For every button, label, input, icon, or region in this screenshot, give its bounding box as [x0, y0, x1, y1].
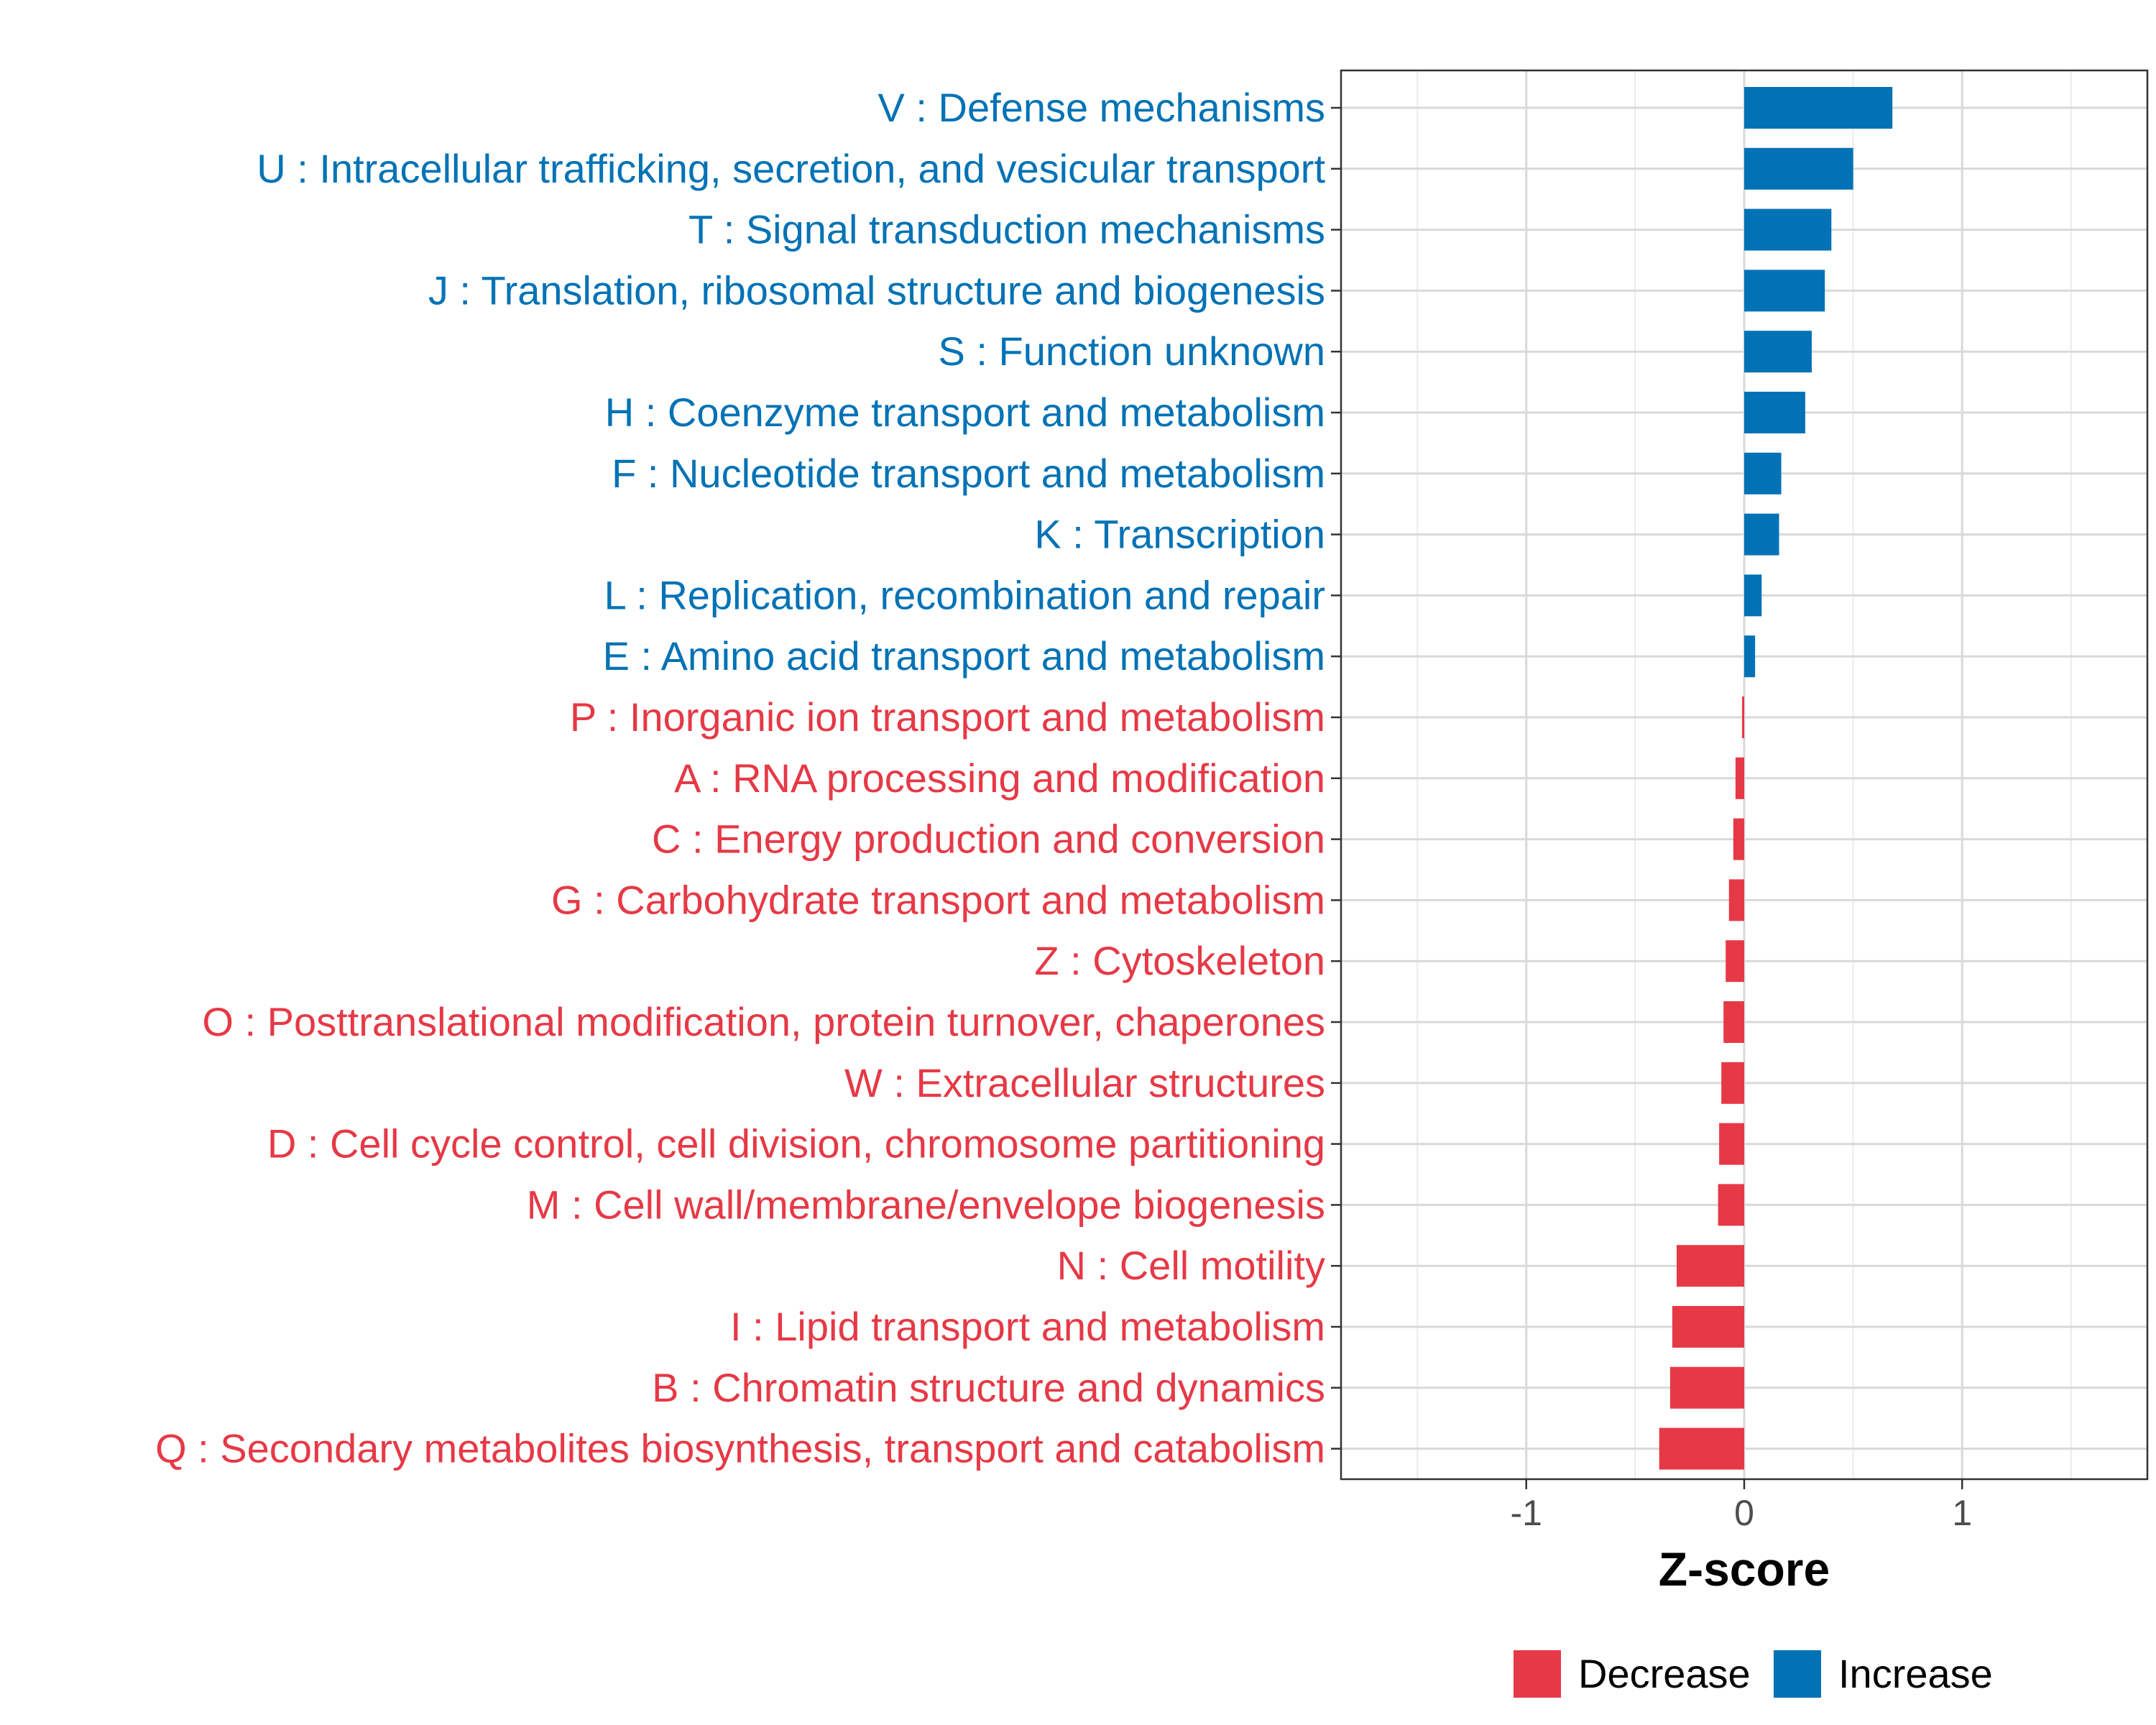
bar: [1728, 879, 1744, 921]
bar: [1744, 392, 1805, 433]
bar: [1721, 1062, 1744, 1104]
bar: [1735, 757, 1744, 799]
category-label: O : Posttranslational modification, prot…: [202, 999, 1325, 1044]
category-label: Z : Cytoskeleton: [1034, 938, 1325, 983]
bar: [1744, 635, 1756, 678]
category-label: E : Amino acid transport and metabolism: [603, 633, 1325, 678]
bar: [1718, 1184, 1744, 1226]
bar: [1744, 513, 1779, 556]
bar: [1672, 1306, 1744, 1348]
x-tick-label: -1: [1511, 1493, 1542, 1533]
category-label: I : Lipid transport and metabolism: [730, 1304, 1325, 1349]
legend-key-increase: [1774, 1650, 1821, 1698]
bar: [1676, 1245, 1744, 1287]
category-label: U : Intracellular trafficking, secretion…: [257, 146, 1325, 191]
bar: [1744, 208, 1832, 251]
bar: [1744, 574, 1762, 617]
category-label: K : Transcription: [1034, 512, 1325, 557]
category-label: F : Nucleotide transport and metabolism: [612, 451, 1325, 496]
category-label: T : Signal transduction mechanisms: [688, 207, 1325, 252]
category-label: A : RNA processing and modification: [674, 755, 1325, 801]
category-label: Q : Secondary metabolites biosynthesis, …: [155, 1426, 1325, 1471]
bar: [1744, 87, 1893, 129]
category-label: M : Cell wall/membrane/envelope biogenes…: [527, 1182, 1325, 1227]
bar: [1669, 1366, 1744, 1409]
category-label: G : Carbohydrate transport and metabolis…: [551, 877, 1325, 922]
category-label: J : Translation, ribosomal structure and…: [428, 267, 1325, 313]
category-label: H : Coenzyme transport and metabolism: [605, 390, 1325, 435]
category-label: N : Cell motility: [1057, 1243, 1325, 1288]
x-axis-title: Z-score: [1659, 1542, 1830, 1596]
category-label: W : Extracellular structures: [844, 1060, 1325, 1105]
legend-key-decrease: [1514, 1650, 1561, 1698]
x-tick-label: 0: [1734, 1493, 1754, 1533]
category-label: V : Defense mechanisms: [878, 85, 1325, 130]
category-label: L : Replication, recombination and repai…: [604, 572, 1325, 617]
bar: [1719, 1123, 1744, 1165]
bar: [1723, 1001, 1744, 1043]
bar: [1744, 452, 1782, 494]
bar: [1744, 147, 1853, 190]
bar: [1744, 270, 1825, 312]
legend-label-decrease: Decrease: [1578, 1651, 1751, 1696]
category-label: P : Inorganic ion transport and metaboli…: [570, 694, 1325, 740]
bar: [1726, 940, 1744, 983]
bar: [1733, 818, 1744, 860]
category-label: D : Cell cycle control, cell division, c…: [267, 1121, 1325, 1167]
legend-label-increase: Increase: [1838, 1651, 1993, 1696]
bar: [1659, 1427, 1744, 1470]
x-tick-label: 1: [1952, 1493, 1972, 1533]
category-label: C : Energy production and conversion: [652, 816, 1325, 862]
category-label: B : Chromatin structure and dynamics: [652, 1365, 1325, 1410]
bar: [1744, 331, 1812, 373]
bar: [1741, 696, 1744, 738]
category-label: S : Function unknown: [938, 328, 1325, 374]
